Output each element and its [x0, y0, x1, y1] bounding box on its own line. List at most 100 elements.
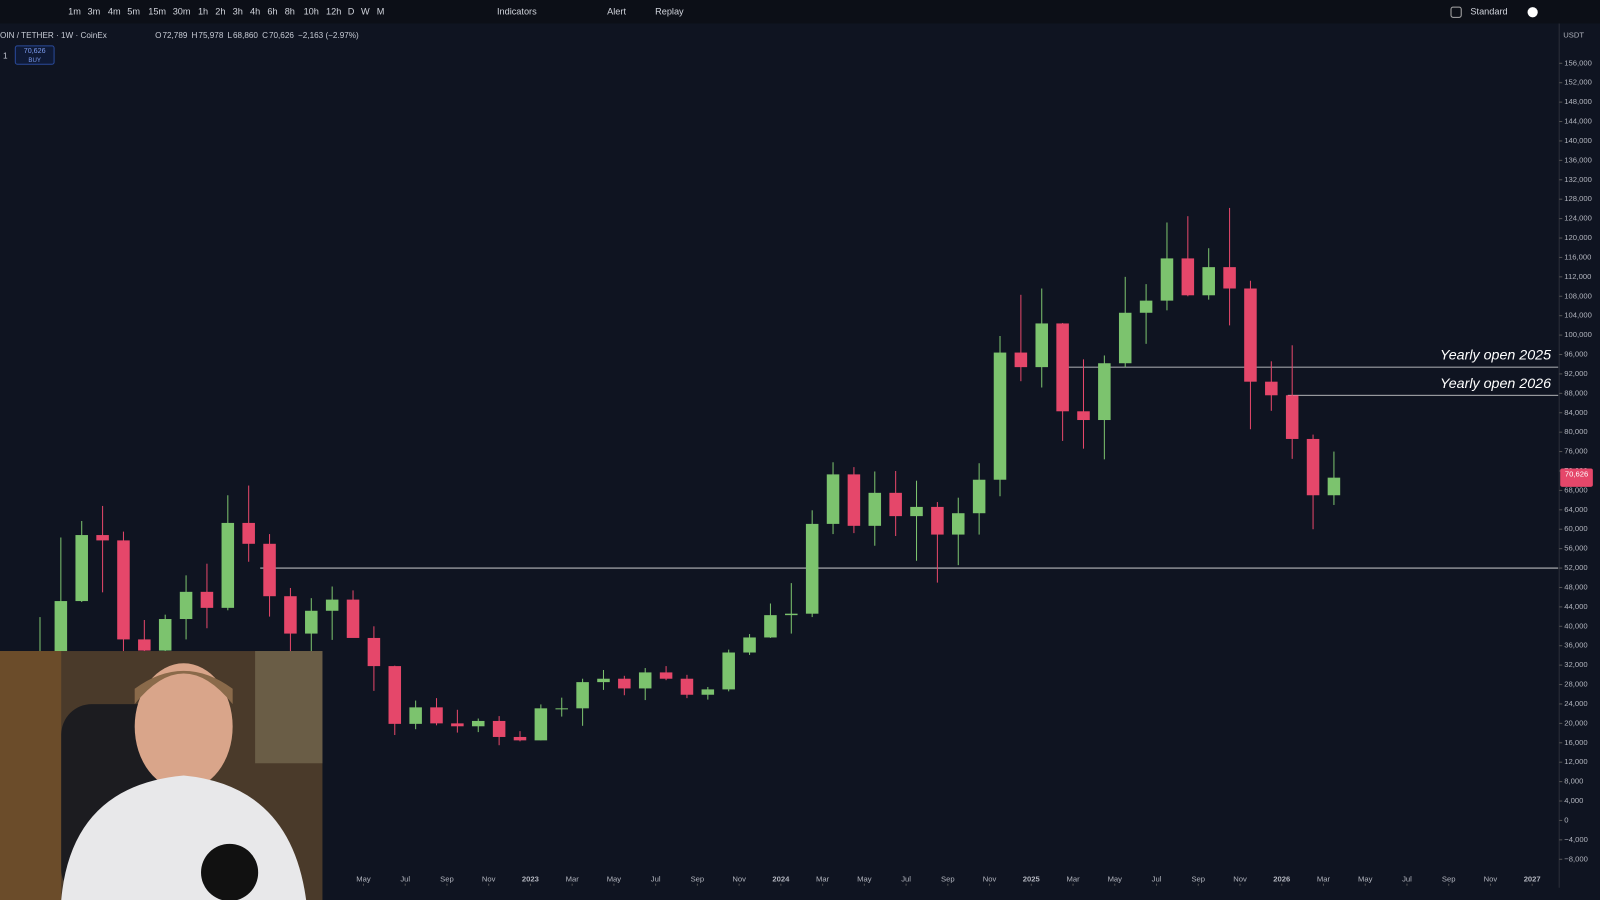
candle-body: [117, 540, 130, 640]
y-tick-label: 24,000: [1564, 699, 1587, 708]
y-tick-label: −4,000: [1564, 835, 1588, 844]
x-tick-label: Nov: [983, 875, 997, 884]
indicators-button[interactable]: Indicators: [497, 7, 537, 17]
candle-body: [826, 474, 840, 524]
y-tick-label: 152,000: [1564, 78, 1592, 87]
x-tick-label: May: [607, 875, 622, 884]
candle-body: [1077, 411, 1090, 421]
timeframe-button[interactable]: 15m: [148, 7, 166, 17]
timeframe-button[interactable]: 8h: [285, 7, 295, 17]
x-tick-label: 2023: [522, 875, 539, 884]
candle-body: [659, 672, 673, 679]
candle-body: [993, 352, 1007, 480]
layout-button[interactable]: Standard: [1470, 7, 1507, 17]
candle-body: [263, 543, 276, 597]
timeframe-button[interactable]: M: [377, 7, 385, 17]
avatar[interactable]: [1527, 7, 1538, 18]
y-tick-label: 140,000: [1564, 136, 1592, 145]
candle-body: [367, 637, 381, 667]
candle-body: [471, 720, 485, 727]
timeframe-button[interactable]: 3m: [88, 7, 101, 17]
toolbar-items: Indicators Alert Replay Standard 1m 3m 4m 5…: [68, 6, 1538, 18]
candle-body: [1306, 438, 1320, 496]
y-tick-label: 120,000: [1564, 233, 1592, 242]
candle-body: [910, 506, 923, 517]
candle-body: [138, 639, 151, 651]
candle-body: [722, 652, 735, 690]
timeframe-button[interactable]: 4h: [250, 7, 260, 17]
replay-button[interactable]: Replay: [655, 7, 684, 17]
x-tick-label: May: [1358, 875, 1373, 884]
candle-body: [805, 523, 819, 614]
timeframe-button[interactable]: 3h: [233, 7, 243, 17]
ohlc-value: 72,789: [162, 31, 187, 40]
candle-body: [54, 601, 68, 660]
candle-body: [764, 615, 777, 638]
timeframe-button[interactable]: 6h: [267, 7, 277, 17]
x-tick-label: 2027: [1524, 875, 1541, 884]
ohlc-value: 70,626: [269, 31, 294, 40]
last-price-tag: [1560, 468, 1593, 487]
plot: −8,000 −4,000 0 4,000 8,000 12,000 16,000 20,00…: [33, 58, 1593, 886]
timeframe-button[interactable]: D: [348, 7, 355, 17]
x-tick-label: Jul: [400, 875, 410, 884]
x-tick-label: Nov: [482, 875, 496, 884]
y-tick-label: 156,000: [1564, 58, 1592, 67]
y-tick-label: 76,000: [1564, 447, 1587, 456]
x-tick-label: May: [356, 875, 371, 884]
timeframe-button[interactable]: 30m: [173, 7, 191, 17]
y-tick-label: 56,000: [1564, 544, 1587, 553]
x-tick-label: Sep: [1191, 875, 1205, 884]
x-tick-label: May: [1108, 875, 1123, 884]
candle-body: [242, 522, 255, 544]
candle-body: [1223, 267, 1236, 289]
line-label: Yearly open 2025: [1440, 348, 1551, 364]
x-tick-label: Mar: [1066, 875, 1080, 884]
timeframe-button[interactable]: W: [361, 7, 370, 17]
candle-body: [972, 479, 986, 514]
timeframe-button[interactable]: 4m: [108, 7, 121, 17]
timeframe-button[interactable]: 12h: [326, 7, 341, 17]
webcam: [0, 651, 323, 900]
candle-body: [931, 506, 944, 535]
x-tick-label: Jul: [1402, 875, 1412, 884]
y-tick-label: 100,000: [1564, 330, 1592, 339]
candle-body: [158, 619, 172, 651]
y-tick-label: −8,000: [1564, 854, 1588, 863]
candle-body: [868, 492, 882, 526]
order-price: 70,626: [24, 47, 46, 55]
y-tick-label: 40,000: [1564, 621, 1587, 630]
y-tick-label: 52,000: [1564, 563, 1587, 572]
symbol: OIN / TETHER · 1W · CoinEx: [0, 31, 107, 40]
y-tick-label: 48,000: [1564, 582, 1587, 591]
x-tick-label: 2024: [772, 875, 790, 884]
timeframe-button[interactable]: 5m: [127, 7, 140, 17]
candle-body: [96, 535, 109, 541]
currency[interactable]: USDT: [1563, 31, 1584, 40]
candle-body: [1285, 395, 1299, 439]
y-tick-label: 128,000: [1564, 194, 1592, 203]
candle-body: [221, 522, 235, 608]
candle-body: [743, 637, 756, 653]
alert-button[interactable]: Alert: [607, 7, 626, 17]
x-tick-label: Nov: [1484, 875, 1498, 884]
x-tick-label: 2025: [1023, 875, 1041, 884]
ohlc-label: L: [227, 31, 232, 40]
ohlc-value: 75,978: [198, 31, 223, 40]
candle-body: [409, 707, 422, 724]
ohlc-value: 68,860: [233, 31, 258, 40]
order-box[interactable]: [14, 45, 55, 65]
candle-body: [952, 513, 965, 535]
candle-body: [1118, 312, 1132, 364]
x-tick-label: 2026: [1273, 875, 1290, 884]
timeframe-button[interactable]: 10h: [304, 7, 319, 17]
timeframe-button[interactable]: 1m: [68, 7, 81, 17]
timeframe-button[interactable]: 2h: [215, 7, 225, 17]
timeframe-button[interactable]: 1h: [198, 7, 208, 17]
x-tick-label: Sep: [440, 875, 454, 884]
candle-body: [179, 591, 193, 620]
layout-icon: [1450, 6, 1462, 18]
y-tick-label: 148,000: [1564, 97, 1592, 106]
y-tick-label: 12,000: [1564, 757, 1587, 766]
candle-body: [1139, 300, 1153, 313]
